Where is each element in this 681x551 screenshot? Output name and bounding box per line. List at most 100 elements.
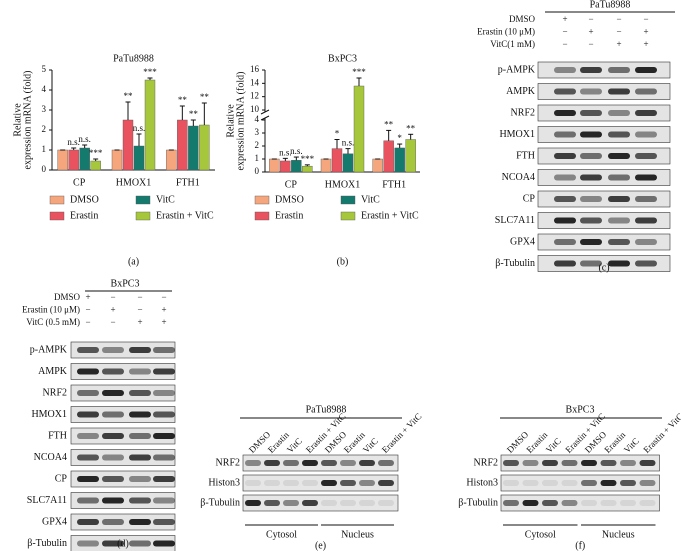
blot-band xyxy=(608,110,630,116)
blot-band xyxy=(561,480,578,486)
blot-strip xyxy=(242,454,399,472)
bar xyxy=(133,145,145,171)
significance-label: n.s. xyxy=(342,138,355,148)
chart-title: PaTu8988 xyxy=(113,53,154,64)
condition-sign: − xyxy=(588,39,593,49)
blot-band xyxy=(608,260,630,267)
blot-band xyxy=(608,239,630,245)
bar xyxy=(405,139,416,173)
fraction-label: Cytosol xyxy=(525,529,556,540)
blot-strip xyxy=(537,147,671,165)
blot-band xyxy=(102,497,124,504)
blot-band xyxy=(129,433,151,439)
blot-band xyxy=(153,433,175,439)
legend-label: Erastin xyxy=(70,210,98,221)
significance-label: * xyxy=(397,133,402,143)
blot-band xyxy=(245,480,261,486)
blot-band xyxy=(635,260,657,267)
condition-sign: − xyxy=(643,14,648,24)
legend-swatch xyxy=(49,195,65,205)
x-tick-label: FTH1 xyxy=(382,179,406,190)
blot-band xyxy=(102,519,124,525)
condition-sign: − xyxy=(616,14,621,24)
band-label: Histon3 xyxy=(466,477,498,488)
y-tick-label: 4 xyxy=(42,84,47,94)
band-label: HMOX1 xyxy=(31,409,67,420)
blot-band xyxy=(77,390,99,396)
blot-band xyxy=(580,67,602,73)
panel-label: (b) xyxy=(337,256,349,267)
y-tick-label: 14 xyxy=(250,77,260,87)
x-tick-label: FTH1 xyxy=(176,177,200,188)
condition-sign: − xyxy=(110,292,115,302)
legend-label: VitC xyxy=(156,194,175,205)
condition-label: Erastin (10 μM) xyxy=(22,305,80,315)
blot-band xyxy=(503,480,519,486)
y-tick-label: 2 xyxy=(42,124,47,134)
blot-band xyxy=(102,540,124,547)
bar xyxy=(199,124,210,171)
blot-band xyxy=(302,500,318,506)
blot-band xyxy=(102,411,124,418)
blot-band xyxy=(581,480,597,486)
bar xyxy=(269,158,280,173)
blot-band xyxy=(620,500,636,506)
legend-swatch xyxy=(135,211,151,221)
blot-band xyxy=(102,454,124,461)
blot-band xyxy=(102,390,124,396)
blot-title: PaTu8988 xyxy=(306,404,347,415)
blot-band xyxy=(580,196,602,202)
y-tick-label: 2 xyxy=(255,140,260,150)
axis-break xyxy=(260,115,270,121)
blot-band xyxy=(321,500,337,506)
blot-band xyxy=(77,519,99,525)
blot-band xyxy=(129,411,151,418)
condition-sign: − xyxy=(562,27,567,37)
blot-strip xyxy=(537,83,671,100)
blot-band xyxy=(153,476,175,482)
band-label: AMPK xyxy=(38,366,68,377)
bar xyxy=(68,149,79,171)
blot-band xyxy=(580,153,602,159)
blot-band xyxy=(620,460,636,466)
blot-band xyxy=(77,368,99,375)
blot-band xyxy=(129,454,151,461)
blot-band xyxy=(600,480,617,486)
condition-sign: − xyxy=(85,305,90,315)
blot-band xyxy=(359,480,375,486)
bar xyxy=(320,158,332,173)
blot-band xyxy=(153,497,175,504)
blot-band xyxy=(378,460,394,466)
blot-band xyxy=(580,131,602,138)
y-tick-label: 1 xyxy=(42,144,47,154)
bar xyxy=(166,149,177,171)
blot-band xyxy=(580,217,602,224)
band-label: FTH xyxy=(516,150,535,161)
blot-band xyxy=(503,460,519,466)
bar xyxy=(353,85,365,173)
condition-sign: − xyxy=(161,292,166,302)
condition-sign: + xyxy=(85,292,90,302)
bar xyxy=(177,119,188,171)
condition-sign: − xyxy=(562,39,567,49)
significance-label: ** xyxy=(200,92,210,102)
blot-strip xyxy=(500,454,660,472)
x-tick-label: CP xyxy=(73,177,86,188)
blot-band xyxy=(153,347,175,353)
blot-band xyxy=(600,460,617,466)
condition-sign: + xyxy=(161,317,166,327)
blot-band xyxy=(77,411,99,418)
condition-sign: + xyxy=(110,305,115,315)
blot-band xyxy=(77,476,99,482)
legend-label: Erastin + VitC xyxy=(156,210,214,221)
condition-sign: + xyxy=(137,317,142,327)
x-tick-label: HMOX1 xyxy=(325,179,361,190)
blot-band xyxy=(554,153,576,159)
band-label: SLC7A11 xyxy=(27,495,67,506)
blot-band xyxy=(264,480,280,486)
blot-band xyxy=(102,476,124,482)
blot-band xyxy=(378,500,394,506)
blot-strip xyxy=(242,494,399,512)
blot-band xyxy=(608,217,630,224)
condition-label: DMSO xyxy=(54,292,81,302)
